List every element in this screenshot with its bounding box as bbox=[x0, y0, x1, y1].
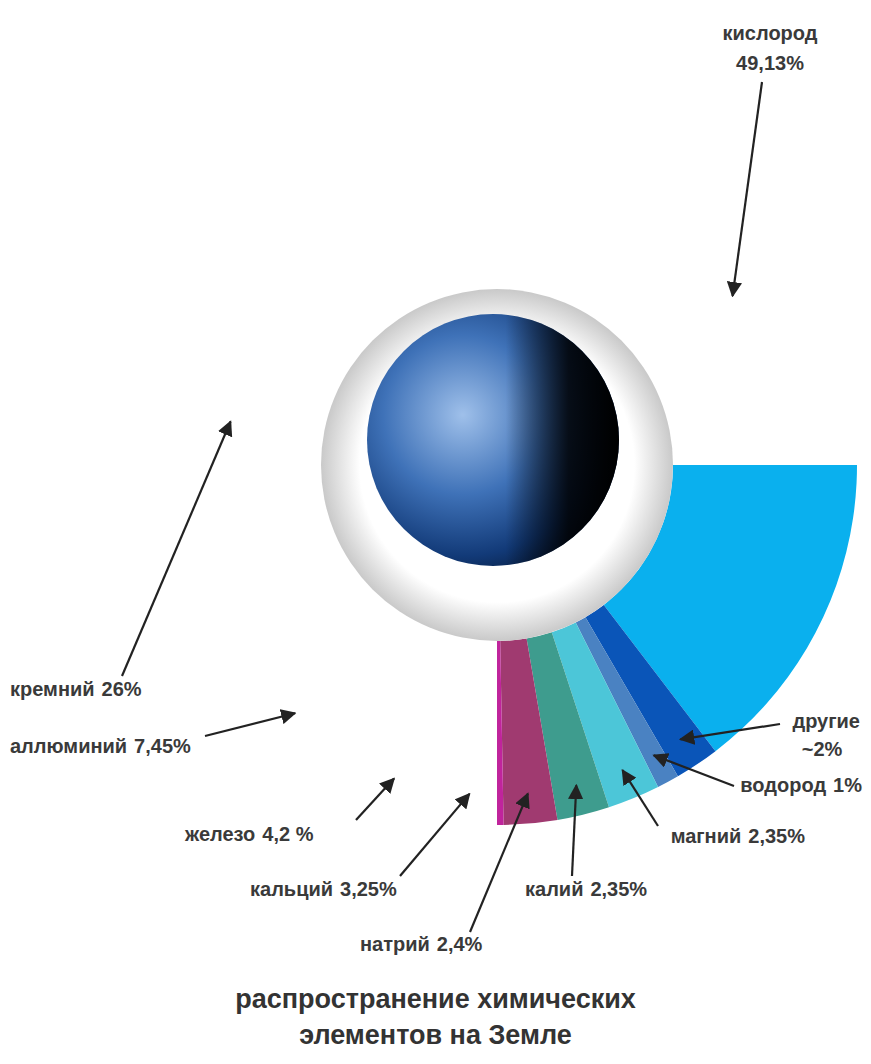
category-label: натрий bbox=[360, 933, 430, 955]
category-label: аллюминий bbox=[10, 735, 127, 757]
leader-arrow bbox=[122, 422, 231, 676]
value-label: 2,35% bbox=[590, 878, 647, 900]
value-label: 2,35% bbox=[748, 825, 805, 847]
value-label: 4,2 % bbox=[262, 823, 313, 845]
leader-arrow bbox=[654, 755, 734, 786]
slice-label: водород 1% bbox=[740, 774, 862, 796]
category-label: водород bbox=[740, 774, 826, 796]
slice bbox=[497, 638, 504, 825]
slice-label: калий 2,35% bbox=[525, 878, 647, 900]
earth bbox=[367, 314, 619, 566]
category-label: другие bbox=[792, 710, 860, 732]
category-label: кислород bbox=[723, 22, 818, 44]
category-label: калий bbox=[525, 878, 583, 900]
leader-arrow bbox=[400, 794, 469, 876]
category-label: кальций bbox=[250, 878, 333, 900]
labels: кислород 49,13% другие ~2% водород 1% магний 2,… bbox=[10, 22, 862, 955]
title: распространение химических элементов на З… bbox=[235, 984, 636, 1050]
center-decoration bbox=[321, 289, 673, 641]
leader-arrow bbox=[733, 82, 762, 296]
value-label: 26% bbox=[102, 678, 142, 700]
hole bbox=[321, 289, 673, 641]
category-label: магний bbox=[671, 825, 742, 847]
title-line: элементов на Земле bbox=[299, 1020, 572, 1050]
leader-arrow bbox=[622, 770, 658, 826]
slice-label: кремний 26% bbox=[10, 678, 142, 700]
slice-label: натрий 2,4% bbox=[360, 933, 483, 955]
slice-label: кислород bbox=[723, 22, 818, 44]
value-label: 49,13% bbox=[736, 52, 804, 74]
leader-arrow bbox=[572, 785, 576, 876]
earth-shadow bbox=[367, 314, 619, 566]
arrows bbox=[122, 82, 780, 932]
value-label: 2,4% bbox=[437, 933, 483, 955]
slice bbox=[500, 638, 557, 824]
chart: кислород 49,13% другие ~2% водород 1% магний 2,… bbox=[0, 0, 871, 1064]
leader-arrow bbox=[205, 713, 295, 736]
slice-label: кальций 3,25% bbox=[250, 878, 397, 900]
slice-label: железо 4,2 % bbox=[184, 823, 314, 845]
donut bbox=[497, 465, 857, 825]
value-label: 1% bbox=[833, 774, 862, 796]
value-label: 7,45% bbox=[134, 735, 191, 757]
value-label: ~2% bbox=[802, 738, 843, 760]
slice-label: магний 2,35% bbox=[671, 825, 806, 847]
leader-arrow bbox=[680, 724, 780, 739]
leader-arrow bbox=[470, 794, 528, 932]
slice-label: другие bbox=[792, 710, 860, 732]
category-label: кремний bbox=[10, 678, 95, 700]
leader-arrow bbox=[356, 779, 394, 820]
slice-label: аллюминий 7,45% bbox=[10, 735, 191, 757]
category-label: железо bbox=[184, 823, 255, 845]
title-line: распространение химических bbox=[235, 984, 636, 1014]
value-label: 3,25% bbox=[340, 878, 397, 900]
